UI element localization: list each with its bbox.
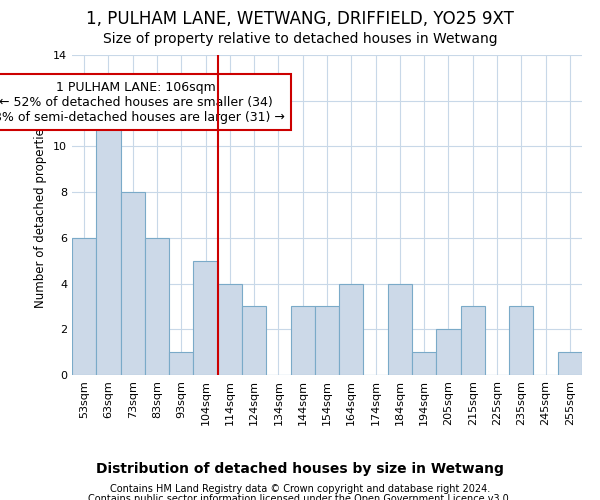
Text: 1 PULHAM LANE: 106sqm
← 52% of detached houses are smaller (34)
48% of semi-deta: 1 PULHAM LANE: 106sqm ← 52% of detached … (0, 80, 285, 124)
Bar (193, 260, 218, 375)
Y-axis label: Number of detached properties: Number of detached properties (34, 122, 47, 308)
Bar (461, 306, 485, 375)
Bar (290, 306, 315, 375)
Bar (145, 238, 169, 375)
Bar (72, 238, 96, 375)
Bar (242, 306, 266, 375)
Text: Size of property relative to detached houses in Wetwang: Size of property relative to detached ho… (103, 32, 497, 46)
Bar (436, 330, 461, 375)
Bar (339, 284, 364, 375)
Bar (509, 306, 533, 375)
Bar (412, 352, 436, 375)
Text: Contains public sector information licensed under the Open Government Licence v3: Contains public sector information licen… (88, 494, 512, 500)
Bar (121, 192, 145, 375)
Bar (169, 352, 193, 375)
Bar (218, 284, 242, 375)
Text: Distribution of detached houses by size in Wetwang: Distribution of detached houses by size … (96, 462, 504, 476)
Bar (558, 352, 582, 375)
Bar (315, 306, 339, 375)
Text: 1, PULHAM LANE, WETWANG, DRIFFIELD, YO25 9XT: 1, PULHAM LANE, WETWANG, DRIFFIELD, YO25… (86, 10, 514, 28)
Bar (96, 100, 121, 375)
Text: Contains HM Land Registry data © Crown copyright and database right 2024.: Contains HM Land Registry data © Crown c… (110, 484, 490, 494)
Bar (388, 284, 412, 375)
